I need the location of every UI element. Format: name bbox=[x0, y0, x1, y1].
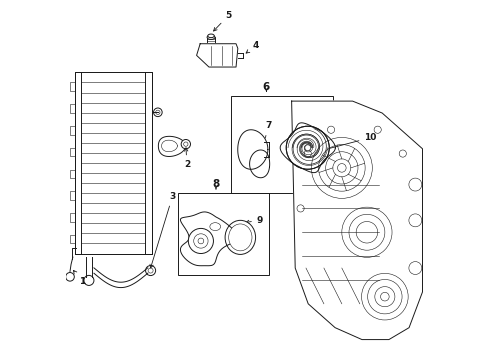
Circle shape bbox=[181, 139, 191, 149]
Text: 1: 1 bbox=[74, 270, 85, 285]
Ellipse shape bbox=[225, 220, 256, 255]
Circle shape bbox=[188, 228, 214, 253]
Text: 8: 8 bbox=[212, 179, 220, 189]
Bar bbox=[231, 96, 333, 193]
Circle shape bbox=[304, 144, 311, 151]
Bar bbox=[71, 235, 74, 243]
Polygon shape bbox=[292, 101, 422, 339]
Bar bbox=[74, 72, 81, 253]
Text: 2: 2 bbox=[184, 148, 190, 170]
Circle shape bbox=[305, 145, 311, 150]
Ellipse shape bbox=[229, 224, 252, 251]
Bar bbox=[71, 82, 74, 91]
Bar bbox=[74, 72, 152, 253]
Circle shape bbox=[286, 126, 329, 169]
Bar bbox=[207, 37, 215, 44]
Text: 7: 7 bbox=[258, 121, 271, 167]
Bar bbox=[177, 193, 269, 275]
Bar bbox=[71, 170, 74, 178]
Ellipse shape bbox=[207, 35, 215, 40]
Bar bbox=[71, 126, 74, 135]
Text: 5: 5 bbox=[214, 10, 232, 31]
Text: 9: 9 bbox=[246, 216, 263, 225]
Bar bbox=[71, 104, 74, 113]
Polygon shape bbox=[238, 130, 268, 169]
Bar bbox=[71, 148, 74, 156]
Polygon shape bbox=[158, 136, 186, 157]
Circle shape bbox=[84, 275, 94, 285]
Polygon shape bbox=[196, 44, 238, 67]
Bar bbox=[71, 191, 74, 200]
Text: 6: 6 bbox=[263, 82, 270, 92]
Polygon shape bbox=[180, 212, 238, 266]
Polygon shape bbox=[249, 150, 270, 178]
Text: 3: 3 bbox=[150, 192, 176, 268]
Ellipse shape bbox=[210, 223, 220, 230]
Ellipse shape bbox=[208, 34, 214, 38]
Text: 10: 10 bbox=[313, 133, 377, 153]
Bar bbox=[71, 213, 74, 222]
Circle shape bbox=[146, 266, 156, 275]
Text: 4: 4 bbox=[246, 41, 259, 53]
Bar bbox=[146, 72, 152, 253]
Polygon shape bbox=[280, 123, 335, 173]
